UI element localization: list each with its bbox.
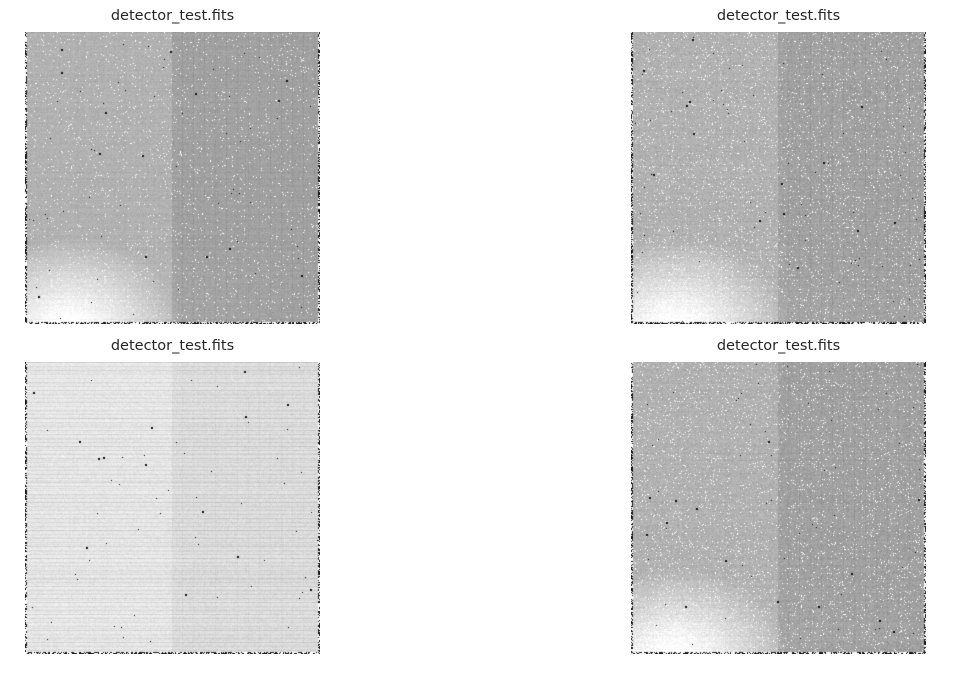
panel-title: detector_test.fits	[716, 8, 841, 24]
detector-image	[631, 362, 926, 654]
panel-title: detector_test.fits	[110, 338, 235, 354]
detector-image	[631, 32, 926, 324]
detector-image	[25, 32, 320, 324]
panel-title: detector_test.fits	[110, 8, 235, 24]
panel-title: detector_test.fits	[716, 338, 841, 354]
detector-image	[25, 362, 320, 654]
